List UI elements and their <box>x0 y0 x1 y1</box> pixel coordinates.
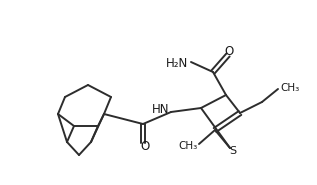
Text: HN: HN <box>152 102 169 115</box>
Text: CH₃: CH₃ <box>280 83 299 93</box>
Text: H₂N: H₂N <box>166 56 188 70</box>
Text: CH₃: CH₃ <box>179 141 198 151</box>
Text: O: O <box>224 45 234 58</box>
Text: S: S <box>230 146 236 156</box>
Text: O: O <box>140 140 150 154</box>
